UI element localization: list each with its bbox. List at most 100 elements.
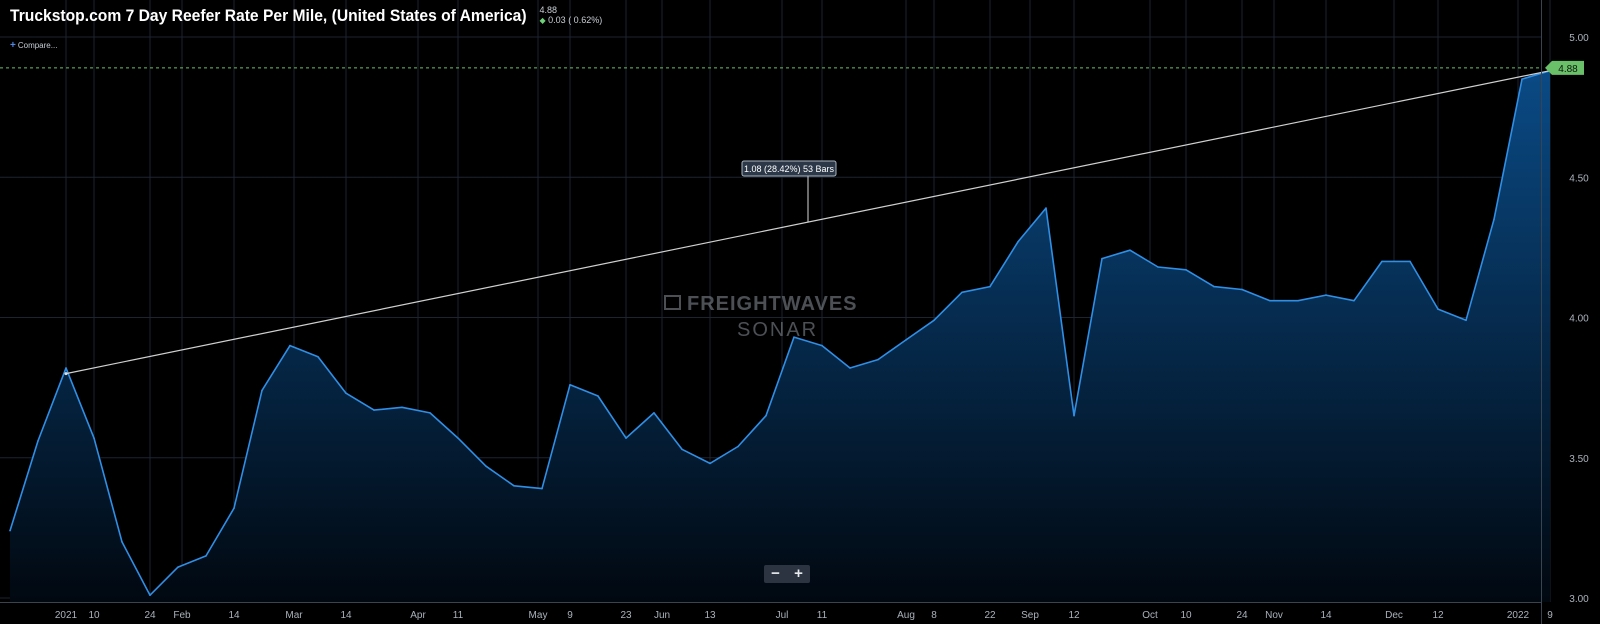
data-point	[177, 566, 179, 568]
measure-label[interactable]: 1.08 (28.42%) 53 Bars	[741, 160, 837, 223]
data-point	[793, 336, 795, 338]
data-point	[569, 384, 571, 386]
y-tick-label: 3.50	[1569, 454, 1589, 465]
x-tick-label: 11	[817, 610, 828, 621]
x-tick-label: Nov	[1265, 610, 1283, 621]
zoom-in-button[interactable]: +	[794, 565, 803, 582]
chart-header: Truckstop.com 7 Day Reefer Rate Per Mile…	[10, 5, 603, 26]
x-tick-label: 11	[453, 610, 464, 621]
data-point	[1017, 240, 1019, 243]
x-tick-label: 22	[984, 610, 996, 621]
x-tick-label: Apr	[410, 610, 426, 621]
data-point	[597, 395, 599, 397]
data-point	[1045, 207, 1047, 209]
x-tick-label: Oct	[1142, 610, 1158, 621]
data-point	[485, 465, 487, 467]
series-line	[9, 69, 1551, 596]
x-tick-label: Jul	[776, 610, 789, 621]
data-point	[849, 367, 851, 369]
x-tick-label: Mar	[285, 610, 303, 621]
data-point	[541, 487, 543, 490]
y-tick-label: 4.00	[1569, 314, 1589, 325]
data-point	[1073, 414, 1075, 417]
data-point	[289, 344, 291, 347]
x-tick-label: 10	[88, 610, 100, 621]
data-point	[961, 291, 963, 294]
current-price-label: 4.88	[1558, 64, 1578, 75]
data-point	[1269, 299, 1271, 302]
freightwaves-sonar-watermark: FREIGHTWAVES SONAR	[664, 293, 858, 341]
x-tick-label: 12	[1432, 610, 1444, 621]
x-tick-label: 23	[620, 610, 632, 621]
data-point	[1353, 299, 1355, 302]
data-point	[877, 358, 879, 361]
data-point	[1409, 260, 1411, 263]
change-value: 0.03 ( 0.62%)	[548, 15, 603, 25]
data-point	[1157, 266, 1159, 268]
data-point	[653, 412, 655, 414]
data-point	[121, 541, 123, 543]
x-tick-label: 2022	[1507, 610, 1530, 621]
data-point	[345, 392, 347, 395]
data-point	[37, 440, 39, 442]
x-tick-label: 24	[144, 610, 156, 621]
data-point	[709, 462, 711, 465]
data-point	[93, 437, 95, 439]
data-point	[317, 355, 319, 358]
chart-title: Truckstop.com 7 Day Reefer Rate Per Mile…	[10, 6, 527, 25]
quote-box: 4.88 ◆ 0.03 ( 0.62%)	[540, 5, 603, 26]
x-axis[interactable]: 2021 10 24 Feb 14 Mar 14 Apr 11 May 9 23 Jun 13 Jul 11 A…	[0, 602, 1553, 622]
data-point	[373, 409, 375, 411]
x-tick-label: May	[529, 610, 548, 621]
last-value: 4.88	[539, 5, 558, 15]
x-tick-label: Aug	[897, 610, 915, 621]
data-point	[233, 507, 235, 510]
zoom-controls: − +	[764, 565, 810, 583]
zoom-out-button[interactable]: −	[771, 565, 780, 582]
y-axis[interactable]: 3.00 3.50 4.00 4.50 5.00	[1541, 0, 1590, 624]
data-point	[1325, 294, 1327, 296]
x-tick-label: 14	[1320, 610, 1332, 621]
data-point	[765, 414, 767, 417]
x-tick-label: 24	[1236, 610, 1248, 621]
trendline-start-handle	[64, 372, 68, 376]
data-point	[261, 389, 263, 392]
data-point	[401, 406, 403, 409]
x-tick-label: 12	[1068, 610, 1080, 621]
watermark-line1: FREIGHTWAVES	[687, 293, 858, 315]
data-point	[625, 437, 627, 439]
x-tick-label: 10	[1180, 610, 1192, 621]
measure-label-text: 1.08 (28.42%) 53 Bars	[744, 164, 835, 174]
data-point	[1297, 299, 1299, 302]
data-point	[933, 319, 935, 322]
data-point	[1381, 260, 1383, 263]
data-point	[681, 448, 683, 451]
x-tick-label: 14	[340, 610, 352, 621]
data-point	[1213, 285, 1215, 288]
data-point	[1465, 319, 1467, 322]
data-point	[905, 339, 907, 341]
watermark-line2: SONAR	[737, 319, 818, 341]
data-point	[821, 344, 823, 347]
data-point	[1101, 257, 1103, 260]
data-point	[737, 445, 739, 448]
x-tick-label: 9	[1547, 610, 1553, 621]
current-price-tag: 4.88	[1545, 60, 1584, 75]
x-tick-label: 2021	[55, 610, 78, 621]
x-tick-label: Jun	[654, 610, 670, 621]
series-points	[9, 69, 1551, 596]
data-point	[65, 367, 67, 369]
data-point	[989, 285, 991, 288]
data-point	[1129, 249, 1131, 251]
data-point	[513, 485, 515, 487]
compare-button[interactable]: + Compare...	[10, 40, 57, 51]
data-point	[1185, 269, 1187, 271]
plus-icon: +	[10, 40, 16, 51]
compare-label: Compare...	[17, 41, 58, 50]
data-point	[1241, 288, 1243, 291]
data-point	[1493, 218, 1495, 221]
y-tick-label: 5.00	[1569, 33, 1589, 44]
x-tick-label: 8	[931, 610, 937, 621]
y-tick-label: 4.50	[1569, 173, 1589, 184]
